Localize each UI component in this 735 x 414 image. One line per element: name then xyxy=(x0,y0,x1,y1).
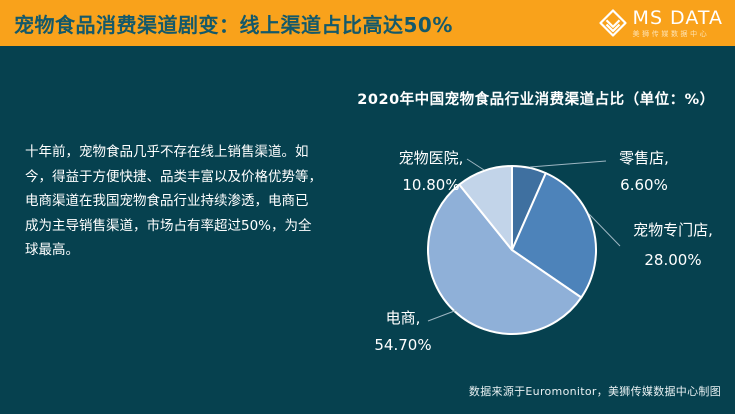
pie-label-retail-name: 零售店, xyxy=(619,149,669,167)
leader-line-retail xyxy=(529,160,607,168)
logo-subtext: 美狮传媒数据中心 xyxy=(632,29,710,38)
ms-data-logo-icon xyxy=(598,9,627,37)
pie-label-hospital-name: 宠物医院, xyxy=(398,149,464,167)
pie-label-hospital: 宠物医院, 10.80% xyxy=(383,145,479,199)
chart-title: 2020年中国宠物食品行业消费渠道占比（单位：%） xyxy=(357,92,715,108)
pie-label-specialty: 宠物专门店, 28.00% xyxy=(612,215,734,275)
header-bar: 宠物食品消费渠道剧变：线上渠道占比高达50% MS DATA 美狮传媒数据中心 xyxy=(0,0,735,46)
leader-line-specialty xyxy=(588,213,621,247)
leader-line-hospital xyxy=(466,158,485,171)
pie-label-hospital-value: 10.80% xyxy=(402,176,460,194)
pie-slices-group xyxy=(427,165,597,335)
page-title: 宠物食品消费渠道剧变：线上渠道占比高达50% xyxy=(14,12,453,37)
pie-label-retail: 零售店, 6.60% xyxy=(596,145,692,199)
pie-slice-3 xyxy=(458,165,513,251)
pie-label-retail-value: 6.60% xyxy=(620,176,668,194)
ms-data-logo: MS DATA 美狮传媒数据中心 xyxy=(598,8,723,38)
pie-label-ecommerce: 电商, 54.70% xyxy=(355,305,451,359)
pie-label-ecommerce-name: 电商, xyxy=(385,309,421,327)
logo-wordmark: MS DATA xyxy=(632,6,723,29)
leader-line-ecommerce xyxy=(427,309,458,322)
source-note: 数据来源于Euromonitor，美狮传媒数据中心制图 xyxy=(468,385,721,398)
pie-slice-2 xyxy=(427,183,583,335)
leader-lines-group xyxy=(427,158,621,322)
intro-paragraph: 十年前，宠物食品几乎不存在线上销售渠道。如 今，得益于方便快捷、品类丰富以及价格… xyxy=(25,144,322,258)
pie-slice-1 xyxy=(511,172,597,299)
pie-label-specialty-value: 28.00% xyxy=(644,251,702,269)
pie-label-ecommerce-value: 54.70% xyxy=(374,336,432,354)
pie-label-specialty-name: 宠物专门店, xyxy=(633,221,713,239)
logo-text-block: MS DATA 美狮传媒数据中心 xyxy=(632,6,723,38)
